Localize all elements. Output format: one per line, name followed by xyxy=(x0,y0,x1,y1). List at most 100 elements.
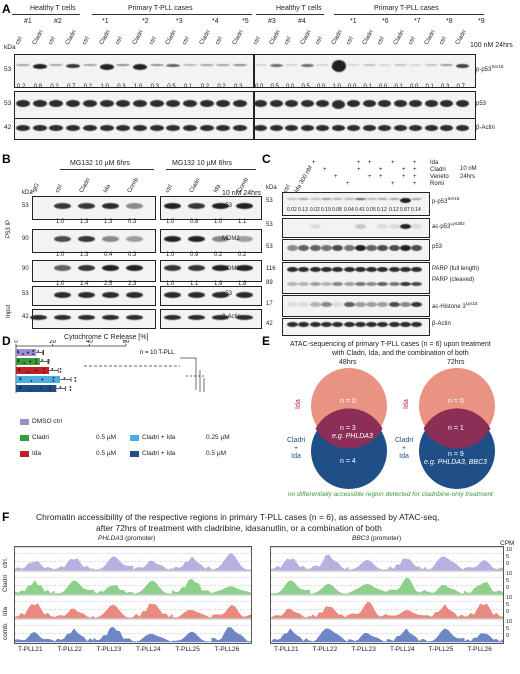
treat-mark: + xyxy=(379,167,383,173)
band-p53 xyxy=(166,100,181,107)
data-point xyxy=(69,389,72,391)
lane-label: Cladri xyxy=(98,29,112,46)
band-p53 xyxy=(49,100,64,107)
row-label: Ida xyxy=(2,606,9,616)
quant-value: 1.0 xyxy=(166,252,175,258)
case-id: *9 xyxy=(478,18,485,25)
blot xyxy=(282,192,430,216)
band-p53 xyxy=(440,100,453,107)
mw-marker: 42 xyxy=(22,314,29,320)
cpm-label: CPM xyxy=(500,540,515,547)
mw-marker: 42 xyxy=(4,124,12,131)
band-mdm2-input xyxy=(188,265,205,271)
case-label: T-PLL25 xyxy=(428,646,454,653)
mw-marker: 89 xyxy=(266,280,273,286)
quant-value: 0.1 xyxy=(363,84,372,90)
band-acp53 xyxy=(389,224,400,229)
cpm-tick: 5 xyxy=(506,626,510,632)
band-parp-full xyxy=(411,267,422,272)
treatment-label: Ida xyxy=(430,160,439,166)
band-p53 xyxy=(310,245,321,251)
quant-value: 1.0 xyxy=(56,252,65,258)
band-parp-full xyxy=(400,267,411,272)
panel-c-label: C xyxy=(262,152,271,166)
legend-label: Cladri xyxy=(32,434,49,441)
quant-value: 0.12 xyxy=(389,207,399,213)
band-pp53 xyxy=(132,64,147,70)
band-achist xyxy=(298,302,309,307)
band-actin xyxy=(285,125,298,131)
group-header: Primary T-PLL cases xyxy=(128,5,193,12)
band-p53 xyxy=(393,100,407,107)
bar xyxy=(16,349,37,356)
band-parp-cleaved xyxy=(389,282,400,286)
quant-value: 1.0 xyxy=(166,219,175,225)
band-pp53 xyxy=(332,198,343,200)
case-id: *2 xyxy=(142,18,149,25)
treat-note2: 24hrs xyxy=(460,174,476,180)
data-point xyxy=(37,350,40,352)
cpm-tick: 5 xyxy=(506,602,510,608)
band-achist xyxy=(321,302,332,307)
case-id: *5 xyxy=(242,18,249,25)
band-actin xyxy=(188,315,205,320)
band-parp-full xyxy=(389,267,400,272)
band-achist xyxy=(344,302,355,307)
data-point xyxy=(59,368,62,370)
quant-value: 0.0 xyxy=(255,84,264,90)
case-label: T-PLL21 xyxy=(18,646,43,653)
treat-mark: + xyxy=(357,160,361,166)
lane-label: ctrl xyxy=(164,184,174,194)
band-p53-input xyxy=(188,292,205,298)
band-p53 xyxy=(149,100,164,107)
band-pp53 xyxy=(424,64,438,66)
band-pp53 xyxy=(455,64,469,69)
band-mdm2-ip xyxy=(78,236,95,242)
band-actin xyxy=(355,322,366,327)
data-point xyxy=(18,369,21,372)
panel-d-label: D xyxy=(2,334,11,348)
treat-mark: + xyxy=(312,160,316,166)
band-p53-ip xyxy=(126,203,143,209)
header-line xyxy=(166,169,256,170)
atac-title-line2: with Cladri, Ida, and the combination of… xyxy=(332,350,469,357)
quant-value: 0.3 xyxy=(441,84,450,90)
mw-marker: 53 xyxy=(266,222,273,228)
panel-e-label: E xyxy=(262,334,271,348)
band-actin xyxy=(269,125,283,131)
data-point xyxy=(49,389,52,391)
lane-label: Cladri xyxy=(299,29,313,46)
band-p53-input xyxy=(126,292,143,298)
mw-marker: 53 xyxy=(22,203,29,209)
band-parp-full xyxy=(287,267,298,272)
band-pp53 xyxy=(377,198,388,200)
band-achist xyxy=(377,302,388,307)
legend-label: DMSO ctrl xyxy=(32,418,62,425)
blot-left xyxy=(32,260,156,282)
venn-left-ida-label: Ida xyxy=(295,399,302,409)
band-p53 xyxy=(316,100,329,107)
band-actin xyxy=(116,125,131,131)
data-point xyxy=(19,387,21,390)
band-p53-ip xyxy=(188,203,205,209)
data-point xyxy=(42,353,45,355)
legend-swatch xyxy=(20,435,29,441)
lane-label: ctrl xyxy=(438,36,448,46)
band-p53 xyxy=(355,245,366,251)
band-mdm2-input xyxy=(236,265,253,271)
quant-value: 0.2 xyxy=(50,84,59,90)
quant-value: 1.1 xyxy=(190,281,199,287)
case-id: *7 xyxy=(414,18,421,25)
quant-value: 0.0 xyxy=(317,84,326,90)
quant-value: 0.8 xyxy=(190,219,199,225)
track-box xyxy=(14,546,252,644)
quant-value: 1.0 xyxy=(100,84,109,90)
data-point xyxy=(29,360,32,363)
band-pp53 xyxy=(400,198,411,204)
atac-title-line1: ATAC-sequencing of primary T-PLL cases (… xyxy=(290,341,491,348)
band-actin xyxy=(149,125,164,131)
band-mdm2-ip xyxy=(126,236,143,242)
cpm-tick: 0 xyxy=(506,609,510,615)
case-id: #2 xyxy=(54,18,62,25)
cpm-tick: 10 xyxy=(506,571,513,577)
